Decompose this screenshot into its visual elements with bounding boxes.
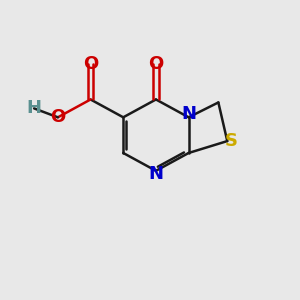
Text: O: O xyxy=(50,108,65,126)
Text: N: N xyxy=(148,165,164,183)
Text: S: S xyxy=(225,132,238,150)
Text: H: H xyxy=(27,99,42,117)
Text: O: O xyxy=(83,55,98,73)
Text: N: N xyxy=(181,105,196,123)
Text: O: O xyxy=(148,55,164,73)
